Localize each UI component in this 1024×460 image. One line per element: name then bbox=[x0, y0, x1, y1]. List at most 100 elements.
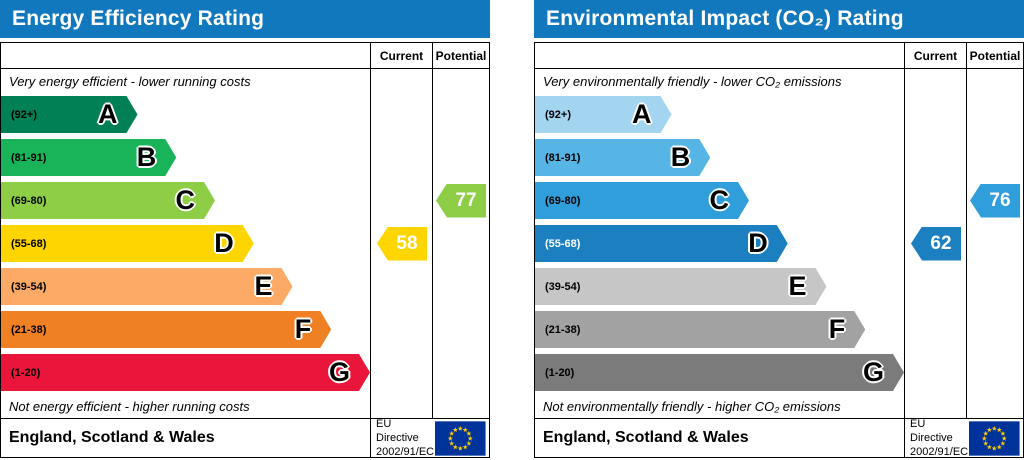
eu-flag-icon bbox=[969, 420, 1020, 456]
band-area: Very energy efficient - lower running co… bbox=[1, 69, 370, 418]
top-caption: Very energy efficient - lower running co… bbox=[9, 73, 251, 89]
potential-rating-value: 77 bbox=[455, 189, 477, 211]
band-letter: G bbox=[328, 357, 350, 387]
eu-flag-icon bbox=[435, 420, 486, 456]
current-rating-value: 62 bbox=[930, 232, 952, 254]
band-row-b: (81-91) B bbox=[535, 136, 904, 179]
potential-column-header: Potential bbox=[432, 43, 489, 68]
band-bar-g: (1-20) G bbox=[1, 354, 370, 391]
band-letter: C bbox=[175, 185, 196, 215]
column-header-row: Current Potential bbox=[1, 43, 489, 69]
column-header-row: Current Potential bbox=[535, 43, 1023, 69]
region-label: England, Scotland & Wales bbox=[543, 429, 749, 446]
band-bar-a: (92+) A bbox=[1, 96, 138, 133]
eu-directive-label: EU Directive 2002/91/EC bbox=[910, 417, 969, 460]
band-letter: G bbox=[862, 357, 884, 387]
band-bar-g: (1-20) G bbox=[535, 354, 904, 391]
potential-rating-badge: 76 bbox=[970, 183, 1020, 218]
top-caption: Very environmentally friendly - lower CO… bbox=[543, 73, 842, 89]
environmental-title-bar: Environmental Impact (CO₂) Rating bbox=[534, 0, 1024, 38]
band-bar-f: (21-38) F bbox=[1, 311, 331, 348]
eu-directive-line1: EU Directive bbox=[910, 417, 953, 444]
band-bar-e: (39-54) E bbox=[1, 268, 293, 305]
band-bar-d: (55-68) D bbox=[535, 225, 788, 262]
band-letter: A bbox=[632, 99, 652, 129]
chart-body: Very environmentally friendly - lower CO… bbox=[535, 69, 1023, 418]
potential-column-header: Potential bbox=[966, 43, 1023, 68]
band-area: Very environmentally friendly - lower CO… bbox=[535, 69, 904, 418]
potential-column: 77 bbox=[432, 69, 489, 418]
environmental-chart-footer: England, Scotland & Wales EU Directive 2… bbox=[534, 418, 1024, 458]
band-range-label: (92+) bbox=[545, 108, 571, 121]
band-letter: E bbox=[254, 271, 273, 301]
band-row-g: (1-20) G bbox=[535, 351, 904, 394]
potential-rating-value: 76 bbox=[989, 189, 1011, 211]
band-bar-d: (55-68) D bbox=[1, 225, 254, 262]
band-range-label: (21-38) bbox=[545, 323, 581, 336]
band-letter: A bbox=[98, 99, 118, 129]
band-row-g: (1-20) G bbox=[1, 351, 370, 394]
header-spacer bbox=[1, 43, 370, 68]
bottom-caption: Not energy efficient - higher running co… bbox=[9, 398, 250, 414]
band-row-d: (55-68) D bbox=[1, 222, 370, 265]
band-letter: B bbox=[136, 142, 157, 172]
band-letter: F bbox=[294, 314, 312, 344]
band-row-f: (21-38) F bbox=[535, 308, 904, 351]
band-letter: F bbox=[828, 314, 846, 344]
eu-directive-line2: 2002/91/EC bbox=[376, 446, 435, 459]
eu-directive-section: EU Directive 2002/91/EC bbox=[370, 417, 489, 459]
band-bar-e: (39-54) E bbox=[535, 268, 827, 305]
band-row-f: (21-38) F bbox=[1, 308, 370, 351]
band-range-label: (69-80) bbox=[11, 194, 47, 207]
band-row-c: (69-80) C bbox=[535, 179, 904, 222]
band-row-b: (81-91) B bbox=[1, 136, 370, 179]
environmental-impact-chart: Environmental Impact (CO₂) Rating Curren… bbox=[534, 0, 1024, 458]
band-letter: B bbox=[670, 142, 691, 172]
band-letter: E bbox=[788, 271, 807, 301]
eu-directive-section: EU Directive 2002/91/EC bbox=[904, 417, 1023, 460]
current-column: 58 bbox=[370, 69, 432, 418]
chart-body: Very energy efficient - lower running co… bbox=[1, 69, 489, 418]
energy-chart-box: Current Potential Very energy efficient … bbox=[0, 42, 490, 419]
bottom-caption: Not environmentally friendly - higher CO… bbox=[543, 398, 841, 414]
band-row-a: (92+) A bbox=[535, 93, 904, 136]
environmental-chart-title: Environmental Impact (CO₂) Rating bbox=[546, 7, 904, 30]
band-bar-f: (21-38) F bbox=[535, 311, 865, 348]
band-range-label: (69-80) bbox=[545, 194, 581, 207]
current-rating-badge: 62 bbox=[911, 226, 961, 261]
band-bar-b: (81-91) B bbox=[1, 139, 176, 176]
band-range-label: (81-91) bbox=[545, 151, 581, 164]
current-rating-value: 58 bbox=[396, 232, 418, 254]
band-bar-a: (92+) A bbox=[535, 96, 672, 133]
energy-chart-footer: England, Scotland & Wales EU Directive 2… bbox=[0, 418, 490, 458]
band-row-d: (55-68) D bbox=[535, 222, 904, 265]
header-spacer bbox=[535, 43, 904, 68]
potential-rating-badge: 77 bbox=[436, 183, 486, 218]
eu-directive-line1: EU Directive bbox=[376, 417, 419, 444]
energy-efficiency-chart: Energy Efficiency Rating Current Potenti… bbox=[0, 0, 490, 458]
eu-directive-line2: 2002/91/EC bbox=[910, 446, 969, 459]
band-range-label: (55-68) bbox=[545, 237, 581, 250]
current-column-header: Current bbox=[370, 43, 432, 68]
current-column-header: Current bbox=[904, 43, 966, 68]
current-column: 62 bbox=[904, 69, 966, 418]
band-bar-c: (69-80) C bbox=[535, 182, 749, 219]
band-range-label: (21-38) bbox=[11, 323, 47, 336]
band-letter: C bbox=[709, 185, 730, 215]
band-bar-c: (69-80) C bbox=[1, 182, 215, 219]
current-rating-badge: 58 bbox=[377, 226, 427, 261]
band-range-label: (39-54) bbox=[11, 280, 47, 293]
band-letter: D bbox=[748, 228, 768, 258]
band-range-label: (1-20) bbox=[11, 366, 41, 379]
region-label: England, Scotland & Wales bbox=[9, 429, 215, 446]
band-row-e: (39-54) E bbox=[535, 265, 904, 308]
band-range-label: (39-54) bbox=[545, 280, 581, 293]
energy-title-bar: Energy Efficiency Rating bbox=[0, 0, 490, 38]
band-letter: D bbox=[214, 228, 234, 258]
band-range-label: (81-91) bbox=[11, 151, 47, 164]
band-range-label: (1-20) bbox=[545, 366, 575, 379]
band-bar-b: (81-91) B bbox=[535, 139, 710, 176]
band-range-label: (55-68) bbox=[11, 237, 47, 250]
potential-column: 76 bbox=[966, 69, 1023, 418]
